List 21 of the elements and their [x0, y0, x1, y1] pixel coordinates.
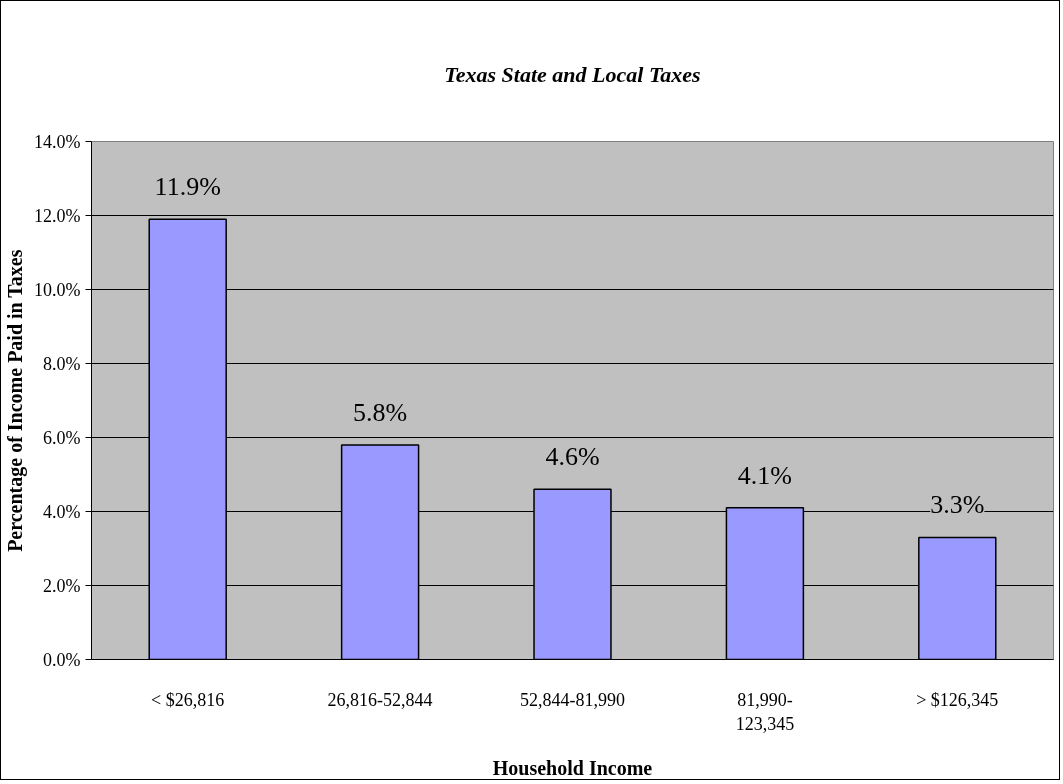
data-label: 5.8% — [353, 397, 408, 427]
y-tick-label: 6.0% — [43, 427, 81, 448]
x-axis-title: Household Income — [492, 756, 653, 779]
y-tick-label: 2.0% — [43, 575, 81, 596]
data-label: 4.1% — [737, 460, 792, 490]
y-tick-label: 10.0% — [34, 279, 81, 300]
y-axis-title: Percentage of Income Paid in Taxes — [4, 249, 28, 552]
y-tick-label: 4.0% — [43, 501, 81, 522]
x-tick-label: 81,990-123,345 — [735, 689, 795, 734]
x-tick-label: 26,816-52,844 — [327, 689, 433, 710]
y-tick-label: 14.0% — [34, 131, 81, 152]
y-tick-label: 12.0% — [34, 205, 81, 226]
data-label: 11.9% — [154, 172, 221, 202]
y-tick-label: 0.0% — [43, 649, 81, 670]
data-label: 3.3% — [930, 490, 985, 520]
chart-title: Texas State and Local Taxes — [444, 61, 701, 87]
x-tick-label: 52,844-81,990 — [520, 689, 625, 710]
y-tick-label: 8.0% — [43, 353, 81, 374]
x-tick-label: < $26,816 — [151, 689, 225, 710]
data-label: 4.6% — [545, 442, 600, 472]
x-tick-label: > $126,345 — [916, 689, 999, 710]
